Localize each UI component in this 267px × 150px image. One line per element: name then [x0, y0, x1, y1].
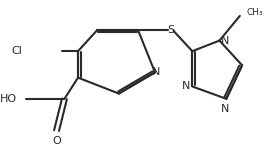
- Text: N: N: [152, 67, 160, 77]
- Text: N: N: [221, 36, 230, 46]
- Text: S: S: [167, 25, 174, 35]
- Text: CH₃: CH₃: [247, 8, 263, 17]
- Text: O: O: [52, 136, 61, 146]
- Text: N: N: [182, 81, 191, 92]
- Text: N: N: [221, 104, 229, 114]
- Text: HO: HO: [0, 94, 17, 104]
- Text: Cl: Cl: [12, 46, 23, 56]
